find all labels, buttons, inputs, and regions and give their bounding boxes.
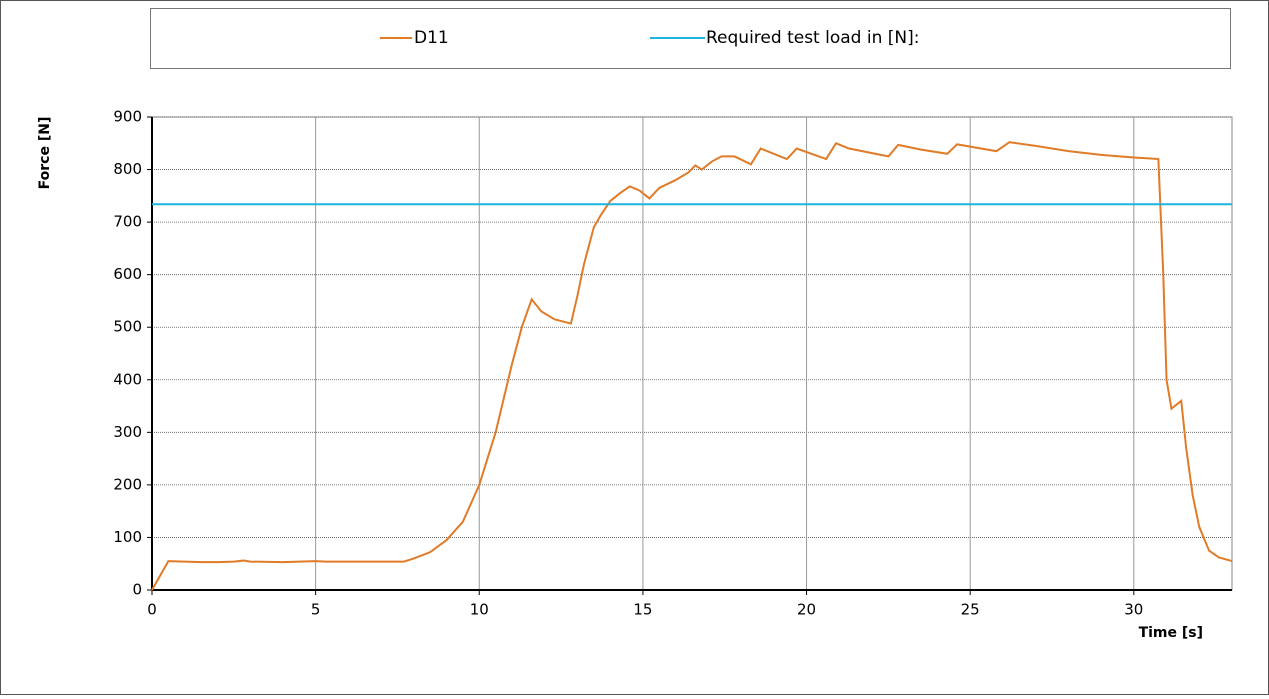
x-axis-label: Time [s] xyxy=(1139,625,1203,641)
x-tick-label: 10 xyxy=(470,601,489,619)
y-tick-label: 600 xyxy=(113,265,142,283)
y-axis-label: Force [N] xyxy=(37,117,53,190)
y-tick-label: 300 xyxy=(113,423,142,441)
y-tick-label: 800 xyxy=(113,160,142,178)
x-tick-label: 0 xyxy=(147,601,157,619)
y-tick-label: 400 xyxy=(113,370,142,388)
x-tick-label: 30 xyxy=(1124,601,1143,619)
y-tick-label: 900 xyxy=(113,108,142,126)
x-tick-label: 15 xyxy=(633,601,652,619)
x-tick-label: 20 xyxy=(797,601,816,619)
y-tick-label: 200 xyxy=(113,475,142,493)
x-tick-label: 5 xyxy=(311,601,321,619)
y-tick-label: 0 xyxy=(132,581,142,599)
legend-label: D11 xyxy=(414,28,449,48)
y-tick-label: 500 xyxy=(113,318,142,336)
legend-label: Required test load in [N]: xyxy=(706,28,919,48)
series-line xyxy=(151,141,1233,591)
plot-area xyxy=(151,116,1233,591)
y-tick-label: 700 xyxy=(113,213,142,231)
y-tick-label: 100 xyxy=(113,528,142,546)
x-tick-label: 25 xyxy=(961,601,980,619)
